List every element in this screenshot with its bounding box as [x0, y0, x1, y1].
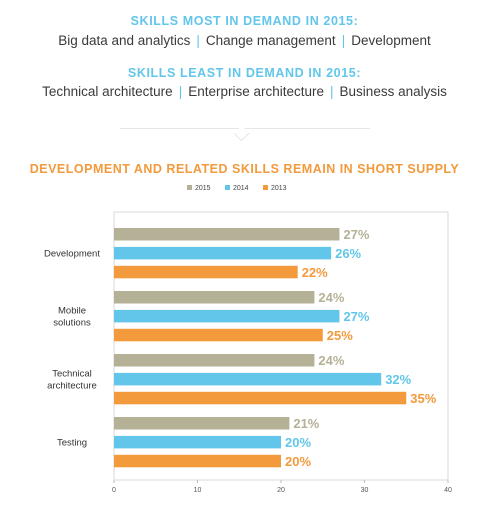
most-demand-title: SKILLS MOST IN DEMAND IN 2015: [130, 14, 359, 28]
least-demand-title: SKILLS LEAST IN DEMAND IN 2015: [127, 66, 362, 80]
bar [114, 417, 290, 430]
separator: | [330, 84, 334, 99]
data-label: 24% [318, 353, 344, 368]
bar [114, 246, 332, 260]
bar [114, 265, 298, 279]
bar [114, 328, 323, 342]
x-tick-label: 30 [361, 487, 369, 494]
legend-label: 2015 [195, 185, 211, 192]
data-label: 27% [343, 309, 369, 324]
legend-swatch [225, 185, 230, 190]
most-skill-item: Change management [205, 33, 336, 48]
category-label: Mobile [58, 306, 86, 317]
bar [114, 291, 315, 304]
data-label: 26% [335, 246, 361, 261]
category-label: Testing [57, 438, 87, 449]
least-demand-skills: Technical architecture | Enterprise archit… [0, 84, 489, 99]
category-label: Development [44, 249, 100, 260]
data-label: 32% [385, 372, 411, 387]
data-label: 27% [343, 227, 369, 242]
separator: | [196, 33, 200, 48]
legend-label: 2014 [233, 185, 249, 192]
least-skill-item: Technical architecture [42, 84, 173, 99]
data-label: 21% [293, 416, 319, 431]
x-tick-label: 40 [444, 487, 452, 494]
x-tick-label: 20 [277, 487, 285, 494]
bar [114, 391, 407, 405]
x-tick-label: 10 [194, 487, 202, 494]
bar [114, 309, 340, 323]
bar [114, 372, 382, 386]
category-label: solutions [53, 318, 91, 329]
category-label: architecture [47, 381, 97, 392]
most-skill-item: Development [351, 33, 431, 48]
data-label: 35% [410, 391, 436, 406]
least-skill-item: Enterprise architecture [188, 84, 325, 99]
bar [114, 454, 281, 468]
bar [114, 228, 340, 241]
x-tick-label: 0 [112, 487, 116, 494]
separator: | [178, 84, 183, 99]
separator: | [341, 33, 346, 48]
most-skill-item: Big data and analytics [58, 33, 191, 48]
data-label: 20% [285, 454, 311, 469]
bar [114, 354, 315, 367]
chart-title: DEVELOPMENT AND RELATED SKILLS REMAIN IN… [29, 162, 460, 176]
data-label: 22% [302, 265, 328, 280]
legend-swatch [263, 185, 268, 190]
data-label: 20% [285, 435, 311, 450]
bar [114, 435, 281, 449]
category-label: Technical [52, 369, 92, 380]
data-label: 24% [318, 290, 344, 305]
most-demand-skills: Big data and analytics | Change management… [0, 33, 489, 48]
legend-swatch [187, 185, 192, 190]
data-label: 25% [327, 328, 353, 343]
least-skill-item: Business analysis [339, 84, 447, 99]
legend-label: 2013 [271, 185, 287, 192]
summary-panel: SKILLS MOST IN DEMAND IN 2015: Big data … [0, 0, 489, 136]
